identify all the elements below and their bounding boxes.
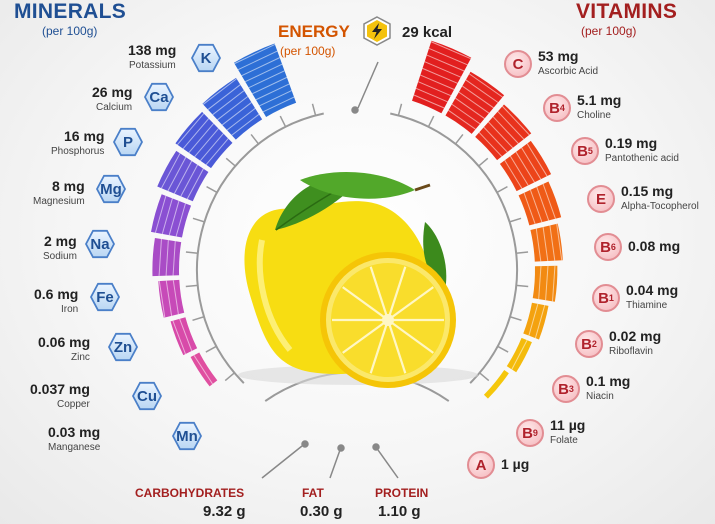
- vitamin-name: Pantothenic acid: [605, 153, 679, 164]
- vitamin-amount: 0.1 mg: [586, 373, 630, 389]
- mineral-name: Potassium: [129, 60, 176, 71]
- mineral-name: Manganese: [48, 442, 100, 453]
- mineral-symbol: Cu: [134, 383, 160, 409]
- carbohydrates-label: CARBOHYDRATES: [135, 486, 244, 500]
- mineral-name: Phosphorus: [51, 146, 104, 157]
- vitamin-bar-b3: [523, 303, 548, 340]
- vitamin-badge-c: C: [504, 50, 532, 78]
- mineral-amount: 138 mg: [128, 42, 176, 58]
- mineral-symbol: Mg: [98, 176, 124, 202]
- vitamin-subscript: 6: [611, 242, 616, 252]
- energy-title: ENERGY: [278, 22, 350, 42]
- mineral-amount: 26 mg: [92, 84, 132, 100]
- minerals-title: MINERALS: [14, 0, 126, 24]
- vitamin-symbol: B: [577, 143, 588, 160]
- vitamin-symbol: B: [600, 239, 611, 256]
- vitamin-symbol: B: [581, 336, 592, 353]
- vitamin-name: Riboflavin: [609, 346, 653, 357]
- mineral-amount: 8 mg: [52, 178, 85, 194]
- mineral-amount: 0.037 mg: [30, 381, 90, 397]
- mineral-symbol: K: [193, 45, 219, 71]
- vitamin-subscript: 1: [609, 293, 614, 303]
- vitamin-name: Thiamine: [626, 300, 667, 311]
- vitamin-subscript: 5: [588, 146, 593, 156]
- protein-value: 1.10 g: [378, 503, 421, 520]
- vitamin-amount: 5.1 mg: [577, 92, 621, 108]
- mineral-name: Iron: [61, 304, 78, 315]
- mineral-name: Magnesium: [33, 196, 85, 207]
- mineral-name: Calcium: [96, 102, 132, 113]
- protein-label: PROTEIN: [375, 486, 428, 500]
- vitamin-amount: 11 µg: [550, 417, 585, 433]
- energy-value: 29 kcal: [402, 24, 452, 41]
- vitamin-symbol: A: [476, 457, 487, 474]
- mineral-bar-manganese: [191, 352, 218, 386]
- lightning-bolt-icon: [362, 16, 392, 46]
- minerals-subtitle: (per 100g): [42, 24, 97, 38]
- mineral-symbol: Mn: [174, 423, 200, 449]
- vitamin-badge-e: E: [587, 185, 615, 213]
- mineral-amount: 16 mg: [64, 128, 104, 144]
- mineral-name: Sodium: [43, 251, 77, 262]
- mineral-symbol: Ca: [146, 84, 172, 110]
- mineral-amount: 2 mg: [44, 233, 77, 249]
- mineral-bar-sodium: [151, 194, 191, 237]
- vitamin-amount: 0.08 mg: [628, 238, 680, 254]
- mineral-amount: 0.03 mg: [48, 424, 100, 440]
- mineral-symbol: P: [115, 129, 141, 155]
- mineral-name: Zinc: [71, 352, 90, 363]
- mineral-symbol: Fe: [92, 284, 118, 310]
- vitamin-amount: 0.15 mg: [621, 183, 673, 199]
- mineral-symbol: Zn: [110, 334, 136, 360]
- energy-subtitle: (per 100g): [280, 44, 335, 58]
- vitamin-bar-a: [484, 370, 509, 399]
- vitamin-name: Alpha-Tocopherol: [621, 201, 699, 212]
- mineral-amount: 0.06 mg: [38, 334, 90, 350]
- vitamin-name: Niacin: [586, 391, 614, 402]
- vitamin-name: Choline: [577, 110, 611, 121]
- vitamin-symbol: E: [596, 191, 606, 208]
- vitamin-subscript: 2: [592, 339, 597, 349]
- vitamin-symbol: B: [522, 425, 533, 442]
- lemon-illustration: [238, 172, 478, 388]
- mineral-symbol: Na: [87, 231, 113, 257]
- vitamin-name: Folate: [550, 435, 578, 446]
- mineral-amount: 0.6 mg: [34, 286, 78, 302]
- vitamin-symbol: B: [549, 100, 560, 117]
- vitamins-subtitle: (per 100g): [581, 24, 636, 38]
- vitamin-amount: 0.04 mg: [626, 282, 678, 298]
- vitamin-amount: 0.19 mg: [605, 135, 657, 151]
- vitamin-subscript: 4: [560, 103, 565, 113]
- vitamin-symbol: C: [513, 56, 524, 73]
- vitamin-amount: 53 mg: [538, 48, 578, 64]
- vitamin-symbol: B: [598, 290, 609, 307]
- mineral-name: Copper: [57, 399, 90, 410]
- vitamin-subscript: 3: [569, 384, 574, 394]
- vitamin-symbol: B: [558, 381, 569, 398]
- vitamin-name: Ascorbic Acid: [538, 66, 598, 77]
- vitamins-title: VITAMINS: [576, 0, 677, 24]
- vitamin-badge-a: A: [467, 451, 495, 479]
- vitamin-bar-b6: [519, 182, 562, 226]
- vitamin-subscript: 9: [533, 428, 538, 438]
- vitamin-amount: 0.02 mg: [609, 328, 661, 344]
- vitamin-amount: 1 µg: [501, 456, 529, 472]
- fat-value: 0.30 g: [300, 503, 343, 520]
- carbohydrates-value: 9.32 g: [203, 503, 246, 520]
- fat-label: FAT: [302, 486, 324, 500]
